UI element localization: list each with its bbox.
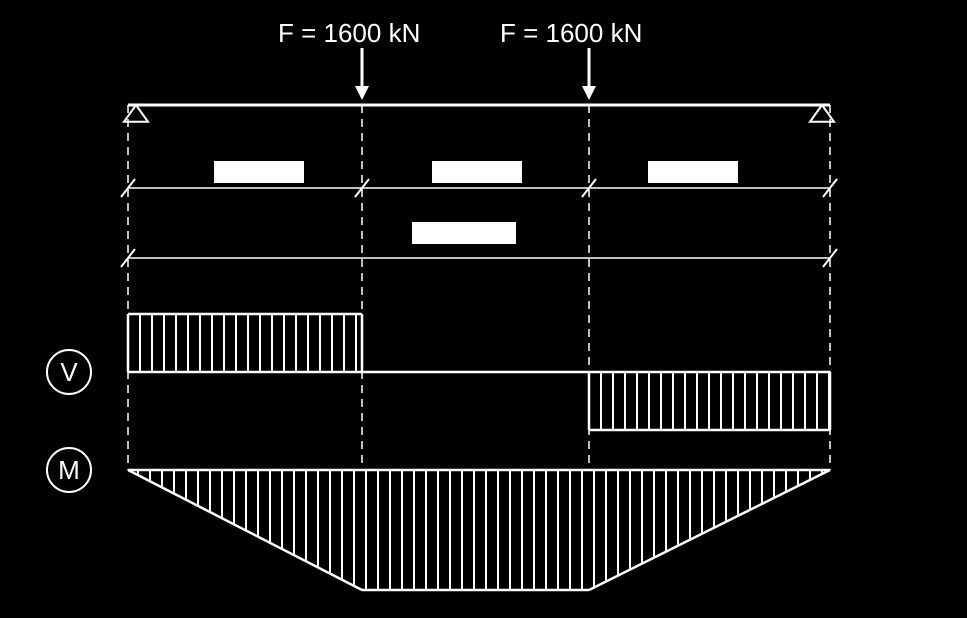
svg-text:F = 1600 kN: F = 1600 kN (278, 18, 420, 48)
svg-text:M: M (58, 455, 80, 485)
svg-text:V: V (60, 357, 78, 387)
beam-diagram: F = 1600 kN F = 1600 kN V M (0, 0, 967, 618)
svg-text:F = 1600 kN: F = 1600 kN (500, 18, 642, 48)
